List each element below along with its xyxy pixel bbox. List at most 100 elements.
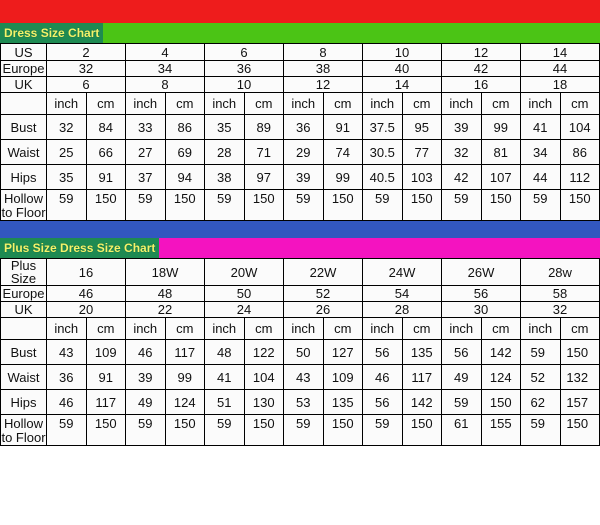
us-size-cell: 10 — [362, 43, 442, 61]
uk-size-cell: 22 — [125, 301, 205, 318]
hollow-inch: 59 — [283, 414, 324, 446]
hollow-cm: 150 — [243, 414, 284, 446]
row-label-europe: Europe — [0, 285, 47, 302]
hollow-cm: 150 — [322, 414, 363, 446]
hollow-cm: 150 — [559, 414, 600, 446]
hips-inch: 51 — [204, 389, 245, 415]
waist-inch: 29 — [283, 139, 324, 165]
hips-inch: 42 — [441, 164, 482, 190]
dress-europe-row: Europe 32 34 36 38 40 42 44 — [0, 60, 600, 77]
row-label-uk: UK — [0, 301, 47, 318]
uk-size-cell: 20 — [46, 301, 126, 318]
plus-size-cell: 16 — [46, 258, 126, 286]
dress-us-row: US 2 4 6 8 10 12 14 — [0, 43, 600, 61]
hollow-cm: 150 — [164, 189, 205, 221]
bust-inch: 56 — [362, 339, 403, 365]
unit-inch: inch — [520, 317, 561, 340]
waist-inch: 25 — [46, 139, 87, 165]
europe-size-cell: 54 — [362, 285, 442, 302]
hollow-label-line2: to Floor — [1, 430, 46, 445]
row-label-bust: Bust — [0, 339, 47, 365]
hips-cm: 142 — [401, 389, 442, 415]
plus-bust-row: Bust 43 109 46 117 48 122 50 127 56 135 … — [0, 339, 600, 365]
bust-cm: 86 — [164, 114, 205, 140]
waist-inch: 34 — [520, 139, 561, 165]
hollow-inch: 59 — [362, 189, 403, 221]
dress-chart-title: Dress Size Chart — [0, 23, 104, 43]
hollow-inch: 59 — [362, 414, 403, 446]
plus-size-cell: 24W — [362, 258, 442, 286]
bust-inch: 46 — [125, 339, 166, 365]
uk-size-cell: 30 — [441, 301, 521, 318]
bust-cm: 99 — [480, 114, 521, 140]
hollow-inch: 59 — [204, 189, 245, 221]
dress-unit-row: inch cm inch cm inch cm inch cm inch cm … — [0, 92, 600, 115]
hips-cm: 135 — [322, 389, 363, 415]
plus-size-cell: 18W — [125, 258, 205, 286]
hips-inch: 38 — [204, 164, 245, 190]
hollow-label-line1: Hollow — [3, 416, 43, 431]
uk-size-cell: 6 — [46, 76, 126, 93]
waist-cm: 109 — [322, 364, 363, 390]
europe-size-cell: 36 — [204, 60, 284, 77]
waist-inch: 32 — [441, 139, 482, 165]
row-label-uk: UK — [0, 76, 47, 93]
plus-size-cell: 20W — [204, 258, 284, 286]
unit-cm: cm — [164, 317, 205, 340]
uk-size-cell: 10 — [204, 76, 284, 93]
uk-size-cell: 12 — [283, 76, 363, 93]
bust-cm: 109 — [85, 339, 126, 365]
plus-label-line1: Plus — [10, 258, 37, 273]
waist-inch: 52 — [520, 364, 561, 390]
us-size-cell: 8 — [283, 43, 363, 61]
unit-cm: cm — [480, 92, 521, 115]
waist-inch: 30.5 — [362, 139, 403, 165]
europe-size-cell: 52 — [283, 285, 363, 302]
hollow-inch: 59 — [125, 189, 166, 221]
unit-row-corner — [0, 317, 47, 340]
unit-cm: cm — [85, 92, 126, 115]
plus-unit-row: inch cm inch cm inch cm inch cm inch cm … — [0, 317, 600, 340]
europe-size-cell: 32 — [46, 60, 126, 77]
waist-inch: 41 — [204, 364, 245, 390]
uk-size-cell: 14 — [362, 76, 442, 93]
plus-uk-row: UK 20 22 24 26 28 30 32 — [0, 301, 600, 318]
hips-inch: 62 — [520, 389, 561, 415]
bust-cm: 127 — [322, 339, 363, 365]
unit-inch: inch — [283, 92, 324, 115]
hips-inch: 46 — [46, 389, 87, 415]
plus-size-table: Plus Size 16 18W 20W 22W 24W 26W 28w Eur… — [0, 258, 600, 446]
hollow-inch: 59 — [441, 189, 482, 221]
europe-size-cell: 56 — [441, 285, 521, 302]
plus-size-cell: 26W — [441, 258, 521, 286]
bust-inch: 48 — [204, 339, 245, 365]
hips-cm: 130 — [243, 389, 284, 415]
unit-inch: inch — [204, 92, 245, 115]
plus-europe-row: Europe 46 48 50 52 54 56 58 — [0, 285, 600, 302]
hollow-cm: 155 — [480, 414, 521, 446]
europe-size-cell: 34 — [125, 60, 205, 77]
plus-chart-banner: Plus Size Dress Size Chart — [0, 238, 600, 258]
bust-inch: 33 — [125, 114, 166, 140]
hips-inch: 53 — [283, 389, 324, 415]
hollow-label-line1: Hollow — [3, 191, 43, 206]
dress-bust-row: Bust 32 84 33 86 35 89 36 91 37.5 95 39 … — [0, 114, 600, 140]
unit-inch: inch — [283, 317, 324, 340]
bust-inch: 50 — [283, 339, 324, 365]
hollow-inch: 59 — [125, 414, 166, 446]
waist-cm: 91 — [85, 364, 126, 390]
hips-cm: 150 — [480, 389, 521, 415]
waist-inch: 36 — [46, 364, 87, 390]
unit-inch: inch — [362, 317, 403, 340]
unit-cm: cm — [164, 92, 205, 115]
dress-hollow-row: Hollow to Floor 59 150 59 150 59 150 59 … — [0, 189, 600, 221]
row-label-hips: Hips — [0, 389, 47, 415]
row-label-us: US — [0, 43, 47, 61]
bust-inch: 37.5 — [362, 114, 403, 140]
europe-size-cell: 38 — [283, 60, 363, 77]
us-size-cell: 4 — [125, 43, 205, 61]
dress-waist-row: Waist 25 66 27 69 28 71 29 74 30.5 77 32… — [0, 139, 600, 165]
plus-chart-title: Plus Size Dress Size Chart — [0, 238, 160, 258]
hips-cm: 107 — [480, 164, 521, 190]
hips-cm: 94 — [164, 164, 205, 190]
